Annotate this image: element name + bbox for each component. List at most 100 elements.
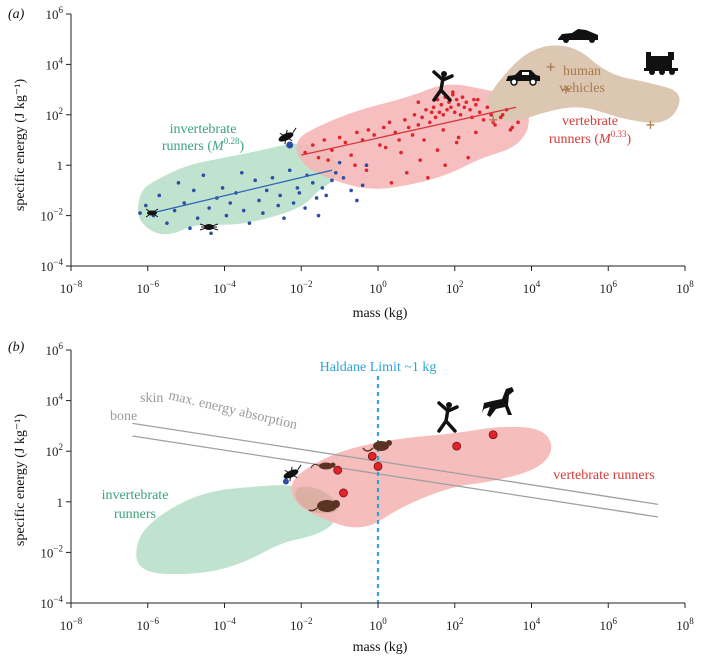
skin-label: skin	[140, 391, 163, 406]
vertebrate-point	[373, 461, 383, 471]
vertebrate-fit-line	[301, 106, 517, 156]
vertebrate-point	[508, 128, 513, 132]
vertebrate-point	[330, 148, 334, 152]
invertebrate-point	[144, 203, 148, 208]
y-tick-label: 10−4	[40, 594, 63, 611]
invertebrate-point	[360, 183, 365, 188]
vertebrate-point	[399, 150, 403, 155]
vertebrate-point	[435, 148, 440, 152]
vertebrate-point	[441, 128, 446, 132]
vertebrate-point	[416, 123, 421, 127]
invertebrate-point	[201, 173, 206, 178]
vertebrate-point	[372, 133, 376, 137]
vertebrate-point	[437, 110, 442, 115]
invertebrate-point	[310, 181, 315, 185]
vertebrate-point	[451, 92, 455, 97]
invertebrate-point	[264, 188, 269, 193]
vertebrate-point	[418, 158, 423, 162]
vertebrate-point	[474, 130, 478, 135]
bone-line	[132, 435, 659, 518]
vertebrate-point	[452, 110, 457, 115]
vertebrate-point	[429, 110, 434, 115]
vertebrate-point	[381, 125, 386, 130]
vertebrate-point	[389, 181, 394, 185]
invertebrate-label-line1: invertebrate	[170, 122, 237, 137]
y-tick-label: 1	[57, 158, 64, 173]
invertebrate-point	[282, 216, 286, 220]
x-tick-label: 10−6	[136, 279, 159, 296]
vertebrate-point	[443, 163, 447, 167]
vertebrate-point	[378, 143, 382, 147]
vertebrate-point	[428, 120, 432, 125]
vertebrate-point	[367, 451, 377, 461]
x-tick-label: 104	[523, 279, 541, 296]
vertebrate-point	[445, 107, 449, 112]
highlighted-point	[286, 141, 294, 149]
vertebrate-point	[333, 465, 343, 475]
invertebrate-point	[316, 213, 321, 218]
invertebrate-label-line2: runners (M0.28)	[162, 136, 245, 154]
vertebrate-point	[404, 170, 409, 175]
mouse-icon	[310, 462, 336, 470]
invertebrate-region	[137, 144, 339, 235]
vertebrate-point	[433, 115, 438, 120]
invertebrate-point	[355, 198, 359, 203]
invertebrate-region	[136, 485, 337, 575]
vertebrate-point	[397, 138, 401, 142]
train-icon	[644, 52, 678, 75]
invertebrate-point	[349, 188, 353, 193]
invertebrate-point	[228, 201, 233, 205]
vertebrate-point	[499, 115, 503, 120]
vertebrate-point	[458, 113, 463, 117]
panel-b-x-axis-label: mass (kg)	[353, 640, 408, 655]
y-tick-label: 102	[46, 106, 64, 123]
vertebrate-point	[337, 135, 342, 140]
y-tick-label: 10−2	[40, 543, 63, 560]
vehicle-point	[546, 62, 555, 71]
panel-b: (b) Haldane Limit ~1 kg skin bone max. e…	[8, 340, 694, 655]
x-tick-label: 10−4	[213, 279, 236, 296]
vertebrate-point	[510, 125, 515, 130]
bone-label: bone	[110, 409, 137, 424]
race-car-icon	[558, 29, 598, 43]
vertebrate-point	[416, 100, 421, 104]
vertebrate-label-line2: runners (M0.33)	[549, 129, 632, 147]
panel-b-points	[282, 430, 498, 498]
invertebrate-fit-line	[151, 169, 333, 214]
vertebrate-point	[316, 155, 321, 160]
invertebrate-label-line1: invertebrate	[102, 488, 169, 503]
invertebrate-point	[257, 198, 261, 203]
shrew-icon	[308, 500, 340, 512]
vertebrate-point	[355, 130, 359, 135]
vertebrate-point	[452, 441, 462, 451]
x-tick-label: 106	[600, 616, 618, 633]
invertebrate-point	[330, 178, 334, 183]
invertebrate-point	[176, 181, 181, 185]
vertebrate-point	[493, 123, 497, 127]
vertebrate-point	[460, 95, 465, 99]
vertebrate-point	[431, 105, 436, 110]
vertebrate-point	[462, 105, 467, 110]
invertebrate-point	[209, 231, 213, 236]
vertebrate-point	[449, 105, 453, 110]
panel-a-axes: 10−8 10−6 10−4 10−2 100 102 104 106 108 10−4 10−2 1…	[40, 5, 694, 296]
x-tick-label: 10−8	[60, 616, 83, 633]
invertebrate-point	[165, 221, 169, 225]
invertebrate-point	[172, 208, 177, 213]
vertebrate-point	[426, 176, 430, 180]
panel-b-label: (b)	[8, 340, 25, 355]
invertebrate-point	[195, 216, 200, 220]
panel-b-y-axis-label: specific energy (J kg⁻¹)	[13, 414, 28, 547]
invertebrate-point	[291, 201, 296, 205]
horse-icon	[482, 387, 514, 417]
vehicle-point	[646, 120, 655, 129]
vertebrate-point	[516, 120, 520, 125]
vehicle-point	[562, 85, 571, 94]
vertebrate-point	[349, 153, 353, 157]
invertebrate-label-line2: runners	[114, 507, 156, 522]
x-tick-label: 100	[369, 616, 387, 633]
x-tick-label: 10−2	[290, 279, 313, 296]
invertebrate-point	[192, 188, 196, 193]
sprinter-icon	[437, 401, 459, 433]
